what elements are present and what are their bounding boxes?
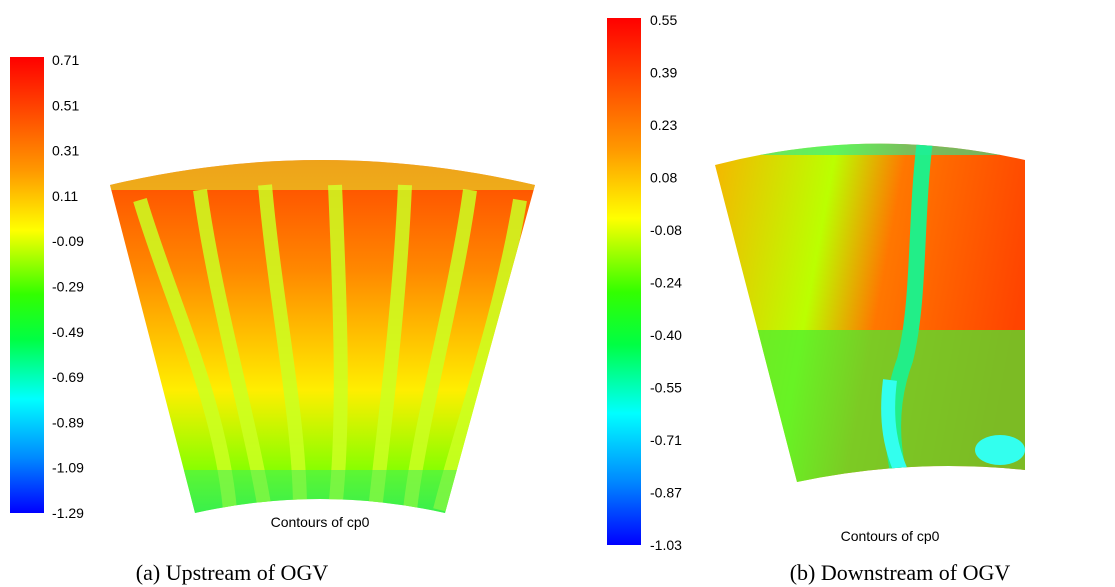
colorbar-label: -0.87 [650, 485, 682, 501]
colorbar-label: 0.51 [52, 97, 79, 113]
colorbar-label: -0.08 [650, 222, 682, 238]
colorbar-label: -0.69 [52, 369, 84, 385]
colorbar-label: -0.55 [650, 380, 682, 396]
colorbar-label: 0.71 [52, 52, 79, 68]
colorbar-label: -0.89 [52, 414, 84, 430]
colorbar [607, 18, 641, 545]
colorbar [10, 57, 44, 513]
colorbar-label: -0.09 [52, 233, 84, 249]
colorbar-label: -0.71 [650, 432, 682, 448]
contour-field [110, 160, 535, 513]
colorbar-label: 0.08 [650, 170, 677, 186]
colorbar-label: -1.03 [650, 537, 682, 553]
colorbar-label: -0.49 [52, 324, 84, 340]
colorbar-label: -1.29 [52, 505, 84, 521]
colorbar-label: -0.40 [650, 327, 682, 343]
caption: (a) Upstream of OGV [136, 560, 329, 585]
colorbar-label: 0.23 [650, 117, 677, 133]
colorbar-label: 0.31 [52, 143, 79, 159]
colorbar-label: 0.39 [650, 65, 677, 81]
plot-label: Contours of cp0 [271, 514, 370, 530]
colorbar-label: -0.24 [650, 275, 682, 291]
plot-label: Contours of cp0 [841, 528, 940, 544]
colorbar-label: 0.55 [650, 12, 677, 28]
caption: (b) Downstream of OGV [790, 560, 1011, 585]
colorbar-label: -0.29 [52, 279, 84, 295]
colorbar-label: 0.11 [52, 188, 78, 204]
contour-field [715, 143, 1025, 482]
colorbar-label: -1.09 [52, 460, 84, 476]
